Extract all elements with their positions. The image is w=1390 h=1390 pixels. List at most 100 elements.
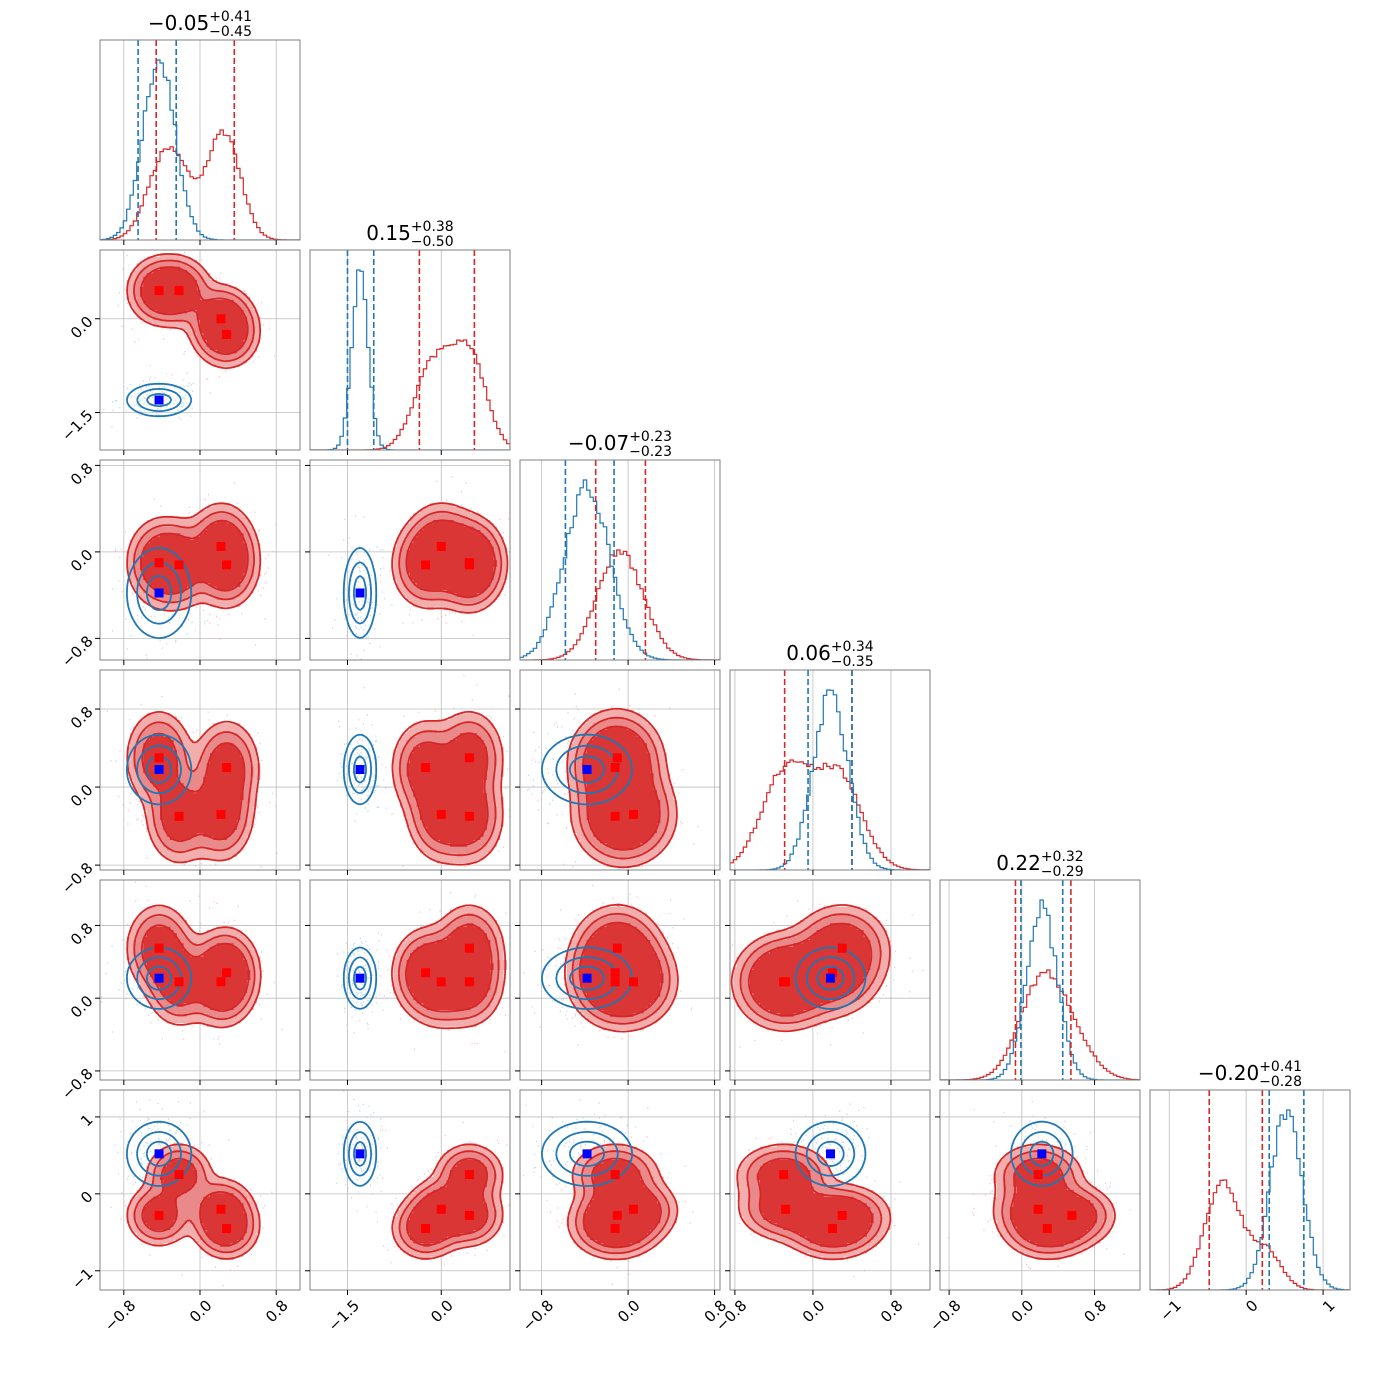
blue-mode-marker <box>154 588 164 598</box>
red-mode-marker <box>174 286 184 296</box>
contour-panel-1-5 <box>305 1089 511 1295</box>
red-mode-marker <box>629 809 639 819</box>
blue-contour-line <box>541 1120 633 1187</box>
red-mode-marker <box>216 977 226 987</box>
red-contour-line <box>398 510 503 606</box>
red-contour-fill-inner <box>580 923 664 1017</box>
red-contour-line <box>746 1150 883 1254</box>
red-histogram <box>520 549 720 660</box>
title-value: −0.05 <box>148 11 209 35</box>
red-mode-marker <box>421 560 431 570</box>
y-tick-label: 0.0 <box>67 546 97 576</box>
red-mode-marker <box>154 286 164 296</box>
y-tick-label: −0.8 <box>58 859 96 897</box>
red-mode-marker <box>222 968 232 978</box>
red-histogram <box>1150 1179 1350 1290</box>
panel-title: −0.05+0.41 −0.45 <box>148 9 252 40</box>
x-tick-label: 1 <box>1319 1296 1338 1315</box>
blue-contour-line <box>353 965 367 991</box>
red-mode-marker <box>174 811 184 821</box>
contour-panel-0-3 <box>95 669 301 875</box>
red-mode-marker <box>154 943 164 953</box>
red-contour-line <box>736 1143 892 1261</box>
blue-contour-line <box>348 956 372 1000</box>
y-tick-label: −0.8 <box>58 632 96 670</box>
red-mode-marker <box>436 977 446 987</box>
blue-contour-line <box>348 744 372 795</box>
red-mode-marker <box>154 1210 164 1220</box>
red-mode-marker <box>464 943 474 953</box>
x-tick-label: 0.0 <box>427 1296 457 1326</box>
blue-mode-marker <box>154 395 164 405</box>
red-mode-marker <box>779 1170 789 1180</box>
red-mode-marker <box>436 541 446 551</box>
panel-title: 0.15+0.38 −0.50 <box>366 219 453 250</box>
y-tick-label: −1 <box>68 1265 96 1293</box>
red-mode-marker <box>421 1223 431 1233</box>
panel-frame <box>309 249 511 451</box>
panel-frame <box>939 879 1141 1081</box>
red-mode-marker <box>612 753 622 763</box>
red-contour-line <box>126 1143 261 1260</box>
panel-title: 0.22+0.32 −0.29 <box>996 849 1083 880</box>
contour-panel-1-4 <box>305 879 511 1085</box>
blue-contour-line <box>145 574 173 611</box>
red-mode-marker <box>464 753 474 763</box>
red-contour-line <box>140 519 249 595</box>
panel-frame <box>309 1089 511 1291</box>
blue-contour-line <box>136 388 182 412</box>
red-mode-marker <box>837 1210 847 1220</box>
hist-panel-5 <box>1149 1089 1351 1295</box>
blue-contour-line <box>342 547 378 639</box>
red-mode-marker <box>154 753 164 763</box>
blue-mode-marker <box>825 1149 835 1159</box>
blue-histogram <box>100 59 300 240</box>
contour-panel-4-5 <box>935 1089 1141 1295</box>
blue-contour-line <box>816 965 845 991</box>
blue-contour-line <box>146 393 173 407</box>
red-mode-marker <box>216 541 226 551</box>
panel-frame <box>729 669 931 871</box>
blue-histogram <box>730 689 930 870</box>
red-histogram <box>940 969 1140 1080</box>
contour-panel-0-4 <box>95 879 301 1085</box>
title-value: 0.15 <box>366 221 411 245</box>
blue-contour-line <box>342 1120 378 1187</box>
x-tick-label: 0.0 <box>799 1296 829 1326</box>
red-contour-line <box>140 266 249 356</box>
red-mode-marker <box>610 1223 620 1233</box>
red-mode-marker <box>436 809 446 819</box>
panel-frame <box>309 669 511 871</box>
title-value: −0.07 <box>568 431 629 455</box>
red-mode-marker <box>222 763 232 773</box>
red-contour-line <box>140 924 250 1012</box>
x-tick-label: 0.8 <box>1081 1296 1111 1326</box>
panel-title: 0.06+0.34 −0.35 <box>786 639 874 670</box>
blue-contour-line <box>145 1140 173 1167</box>
blue-mode-marker <box>154 765 164 775</box>
y-tick-label: −0.8 <box>58 1065 96 1103</box>
contour-panel-2-5 <box>515 1089 721 1295</box>
red-histogram <box>100 129 300 240</box>
red-contour-line <box>1009 1157 1098 1248</box>
hist-panel-3 <box>729 669 931 875</box>
panel-frame <box>729 1089 931 1291</box>
red-contour-fill-inner <box>583 1160 661 1247</box>
red-mode-marker <box>610 977 620 987</box>
panel-title: −0.20+0.41 −0.28 <box>1198 1059 1302 1090</box>
blue-contour-line <box>794 1120 867 1187</box>
contour-panel-0-5 <box>95 1089 301 1295</box>
blue-contour-line <box>805 956 856 1000</box>
blue-mode-marker <box>355 588 365 598</box>
red-mode-marker <box>174 1170 184 1180</box>
y-tick-label: 1 <box>77 1111 96 1130</box>
y-tick-label: 0 <box>77 1188 96 1207</box>
red-mode-marker <box>1033 1204 1043 1214</box>
red-contour-line <box>126 253 262 369</box>
panel-frame <box>1149 1089 1351 1291</box>
red-mode-marker <box>1033 1170 1043 1180</box>
blue-contour-line <box>146 965 173 991</box>
red-contour-fill-inner <box>143 1160 247 1247</box>
blue-mode-marker <box>154 973 164 983</box>
blue-contour-line <box>353 575 367 611</box>
